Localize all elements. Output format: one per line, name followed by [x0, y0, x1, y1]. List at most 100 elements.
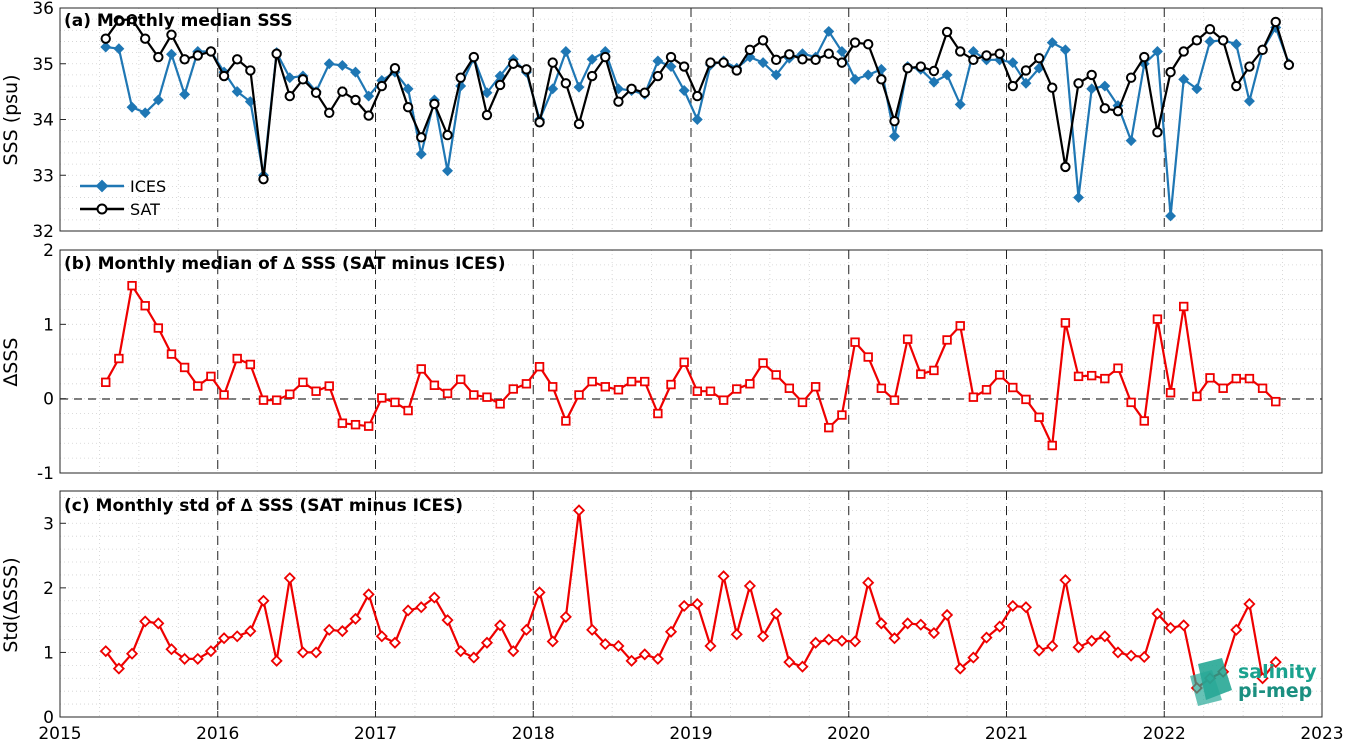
data-point [165, 643, 178, 656]
data-point [1177, 619, 1190, 632]
data-point [245, 359, 256, 370]
ytick-label: 2 [43, 579, 54, 599]
data-point [547, 57, 558, 68]
data-point [625, 654, 638, 667]
data-point [125, 647, 139, 660]
data-point [350, 419, 361, 430]
data-point [442, 129, 453, 141]
data-point [784, 49, 795, 60]
data-point [1230, 38, 1242, 50]
data-point [573, 81, 585, 93]
data-point [1099, 80, 1111, 92]
panel-c: 0 1 2 3 2015 2016 2017 2018 2019 2020 2021 2022 202… [0, 490, 1344, 744]
panel-c-year-lines [217, 491, 1165, 717]
data-point [796, 660, 809, 673]
data-point [1020, 77, 1032, 89]
data-point [1218, 383, 1228, 393]
data-point [666, 379, 676, 390]
data-point [850, 337, 860, 347]
data-point [1098, 630, 1111, 643]
data-point [692, 90, 703, 102]
panel-a-year-lines [217, 8, 1165, 231]
data-point [691, 597, 704, 611]
ytick-label: 1 [43, 643, 54, 663]
data-point [837, 410, 847, 420]
data-point [205, 46, 217, 57]
data-point [521, 64, 532, 75]
data-point [415, 148, 427, 160]
data-point [100, 41, 112, 53]
data-point [718, 57, 729, 68]
ytick-label: 34 [32, 111, 54, 131]
data-point [1072, 641, 1085, 654]
ytick-label: 35 [32, 55, 54, 75]
data-point [572, 504, 586, 517]
data-point [179, 54, 190, 65]
panel-b-yticks: -1 0 1 2 [37, 241, 66, 484]
data-point [980, 631, 993, 644]
data-point [494, 79, 506, 91]
data-point [770, 69, 782, 81]
data-point [166, 29, 177, 40]
data-point [1060, 161, 1071, 173]
data-point [638, 648, 651, 661]
data-point [546, 635, 559, 648]
data-point [771, 370, 781, 380]
data-point [495, 399, 505, 409]
data-point [968, 392, 979, 402]
xtick-label: 2015 [38, 724, 81, 744]
data-point [1138, 650, 1151, 664]
panel-c-ylabel: Std(∆SSS) [0, 557, 22, 652]
data-point [757, 57, 769, 69]
data-point [285, 389, 295, 399]
data-point [954, 98, 966, 110]
data-point [363, 110, 374, 121]
data-point [311, 386, 321, 396]
data-point [521, 379, 532, 389]
data-point [1086, 83, 1098, 95]
data-point [533, 586, 546, 599]
data-point [416, 364, 426, 374]
data-point [271, 395, 282, 405]
data-point [783, 656, 796, 669]
xtick-label: 2019 [669, 724, 712, 744]
data-point [231, 630, 244, 643]
data-point [323, 58, 335, 70]
data-point [587, 376, 597, 387]
data-point [153, 323, 164, 333]
data-point [1139, 416, 1149, 426]
data-point [375, 630, 388, 643]
data-point [1099, 103, 1111, 114]
data-point [994, 48, 1005, 59]
data-point [363, 421, 374, 431]
data-point [179, 362, 190, 373]
data-point [323, 623, 336, 636]
data-point [849, 73, 861, 85]
data-point [692, 386, 703, 396]
panel-b-frame [59, 249, 1323, 474]
data-point [139, 33, 151, 44]
data-point [1086, 69, 1097, 81]
data-point [928, 65, 940, 77]
data-point [204, 645, 217, 658]
data-point [732, 384, 742, 394]
data-point [705, 57, 716, 68]
salinity-pi-mep-logo: salinity pi-mep [1190, 658, 1317, 706]
data-point [139, 615, 152, 628]
data-point [429, 98, 440, 110]
data-point [612, 639, 625, 653]
data-point [1033, 52, 1045, 64]
data-point [1204, 35, 1216, 47]
data-point [113, 43, 125, 55]
data-point [743, 579, 756, 592]
data-point [114, 353, 124, 364]
data-point [1073, 371, 1084, 382]
data-point [402, 604, 415, 617]
data-point [193, 381, 203, 391]
data-point [127, 280, 137, 291]
data-point [428, 591, 441, 604]
xtick-label: 2017 [354, 724, 397, 744]
data-point [1047, 440, 1057, 451]
data-point [324, 107, 335, 119]
data-point [257, 594, 270, 607]
